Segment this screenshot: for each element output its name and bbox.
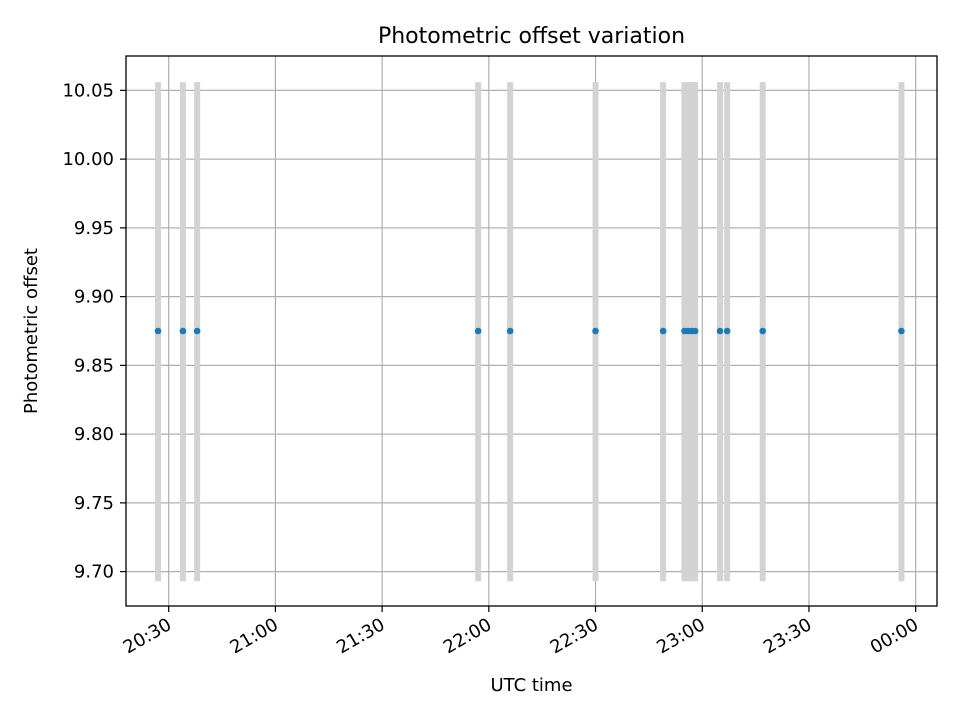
x-tick-label: 21:00 [226,614,281,658]
data-point-layer [154,327,905,335]
data-point [898,327,905,335]
data-point [474,327,482,335]
x-tick-label: 22:00 [440,614,495,658]
data-point [592,327,599,335]
x-tick-label: 23:30 [760,614,815,658]
y-tick-layer: 9.70 9.75 9.80 9.85 9.90 9.95 10.00 10.05 [62,80,126,583]
x-tick-label: 23:00 [653,614,708,658]
data-point [716,327,724,335]
data-point [659,327,667,335]
data-point [759,327,767,335]
y-tick-label: 9.95 [74,218,114,239]
data-point [691,327,699,335]
chart-title: Photometric offset variation [378,24,685,49]
y-tick-label: 9.90 [74,287,114,308]
x-tick-label: 00:00 [867,614,922,658]
plot-frame [125,55,938,607]
y-tick-label: 9.70 [74,562,114,583]
data-point [193,327,201,335]
y-tick-label: 10.00 [62,149,114,170]
x-tick-label: 21:30 [333,614,388,658]
y-tick-label: 10.05 [62,80,114,101]
error-band-layer [155,82,905,582]
y-tick-label: 9.80 [74,424,114,445]
x-tick-layer: 20:30 21:00 21:30 22:00 22:30 23:00 23:30 00:00 [120,606,922,658]
y-tick-label: 9.75 [74,493,114,514]
y-tick-label: 9.85 [74,355,114,376]
data-point [506,327,514,335]
x-tick-label: 22:30 [547,614,602,658]
data-point [723,327,731,335]
data-point [154,327,162,335]
y-axis-title: Photometric offset [21,248,42,414]
x-tick-label: 20:30 [120,614,175,658]
x-axis-title: UTC time [490,675,572,696]
data-point [179,327,187,335]
grid-layer [126,56,937,606]
